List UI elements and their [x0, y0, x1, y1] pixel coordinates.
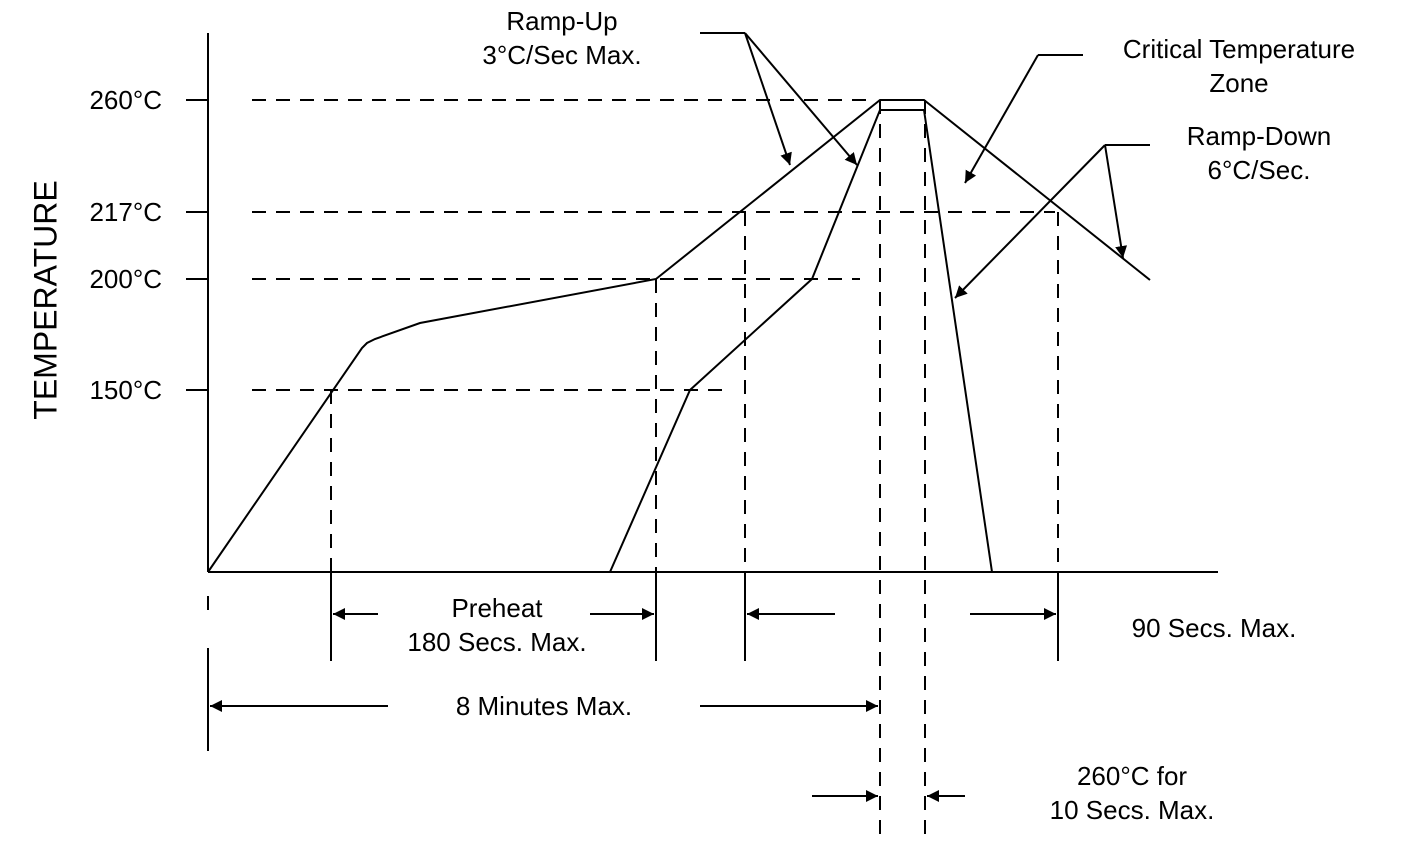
horizontal-reference-lines [252, 99, 1055, 391]
ramp-up-arrow-1 [744, 32, 792, 166]
axes [186, 33, 1218, 573]
ramp-down-label: Ramp-Down [1187, 121, 1332, 151]
profile-curves [207, 99, 1151, 573]
ramp-up-rate-label: 3°C/Sec Max. [482, 40, 641, 70]
ninety-secs-label: 90 Secs. Max. [1132, 613, 1297, 643]
extension-lines [207, 572, 1059, 751]
ramp-down-arrow-1 [954, 144, 1106, 299]
preheat-label: Preheat [451, 593, 543, 623]
y-label-200: 200°C [89, 264, 162, 294]
y-tick-labels: 260°C 217°C 200°C 150°C [89, 85, 162, 405]
critical-zone-label: Critical Temperature [1123, 34, 1355, 64]
y-label-150: 150°C [89, 375, 162, 405]
critical-zone-arrow [964, 54, 1039, 184]
y-axis-title: TEMPERATURE [27, 180, 63, 419]
min-profile-curve [609, 109, 993, 573]
vertical-reference-lines [207, 100, 1059, 839]
preheat-time-label: 180 Secs. Max. [407, 627, 586, 657]
leaders-and-arrows [210, 32, 1150, 802]
y-label-217: 217°C [89, 197, 162, 227]
ramp-up-arrow-2 [744, 32, 858, 166]
eight-minutes-label: 8 Minutes Max. [456, 691, 632, 721]
ramp-up-label: Ramp-Up [506, 6, 617, 36]
max-profile-curve [207, 99, 1151, 573]
annotations: Ramp-Up 3°C/Sec Max. Critical Temperatur… [407, 6, 1355, 825]
y-label-260: 260°C [89, 85, 162, 115]
ramp-down-arrow-2 [1104, 144, 1128, 259]
peak-hold-time-label: 10 Secs. Max. [1050, 795, 1215, 825]
peak-hold-label: 260°C for [1077, 761, 1187, 791]
critical-zone-label-2: Zone [1209, 68, 1268, 98]
ramp-down-rate-label: 6°C/Sec. [1208, 155, 1311, 185]
